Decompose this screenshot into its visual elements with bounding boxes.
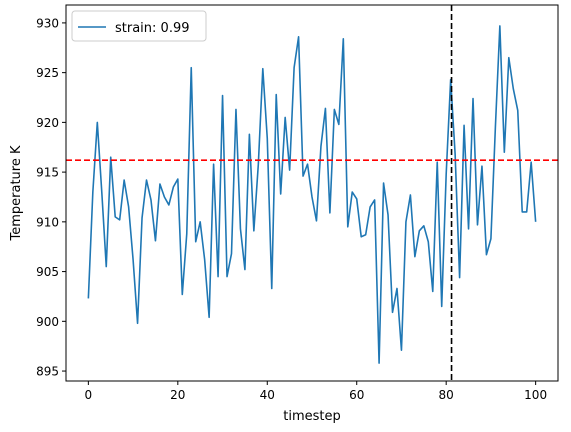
y-tick-label: 895 (36, 365, 59, 379)
x-axis-label: timestep (283, 409, 341, 424)
y-axis-ticks: 895 900 905 910 915 920 925 930 (36, 16, 66, 379)
x-tick-label: 40 (260, 388, 275, 402)
y-axis-label: Temperature K (9, 145, 24, 241)
x-tick-label: 20 (170, 388, 185, 402)
y-tick-label: 900 (36, 315, 59, 329)
legend-label: strain: 0.99 (115, 21, 190, 36)
y-tick-label: 905 (36, 265, 59, 279)
y-tick-label: 925 (36, 66, 59, 80)
x-tick-label: 60 (349, 388, 364, 402)
plot-frame (65, 4, 559, 382)
x-tick-label: 80 (439, 388, 454, 402)
legend-box (71, 10, 207, 42)
series-line-0 (87, 25, 537, 364)
x-axis-ticks: 0 20 40 60 80 100 (85, 381, 547, 402)
x-tick-label: 0 (85, 388, 93, 402)
y-tick-label: 915 (36, 166, 59, 180)
chart-marks (66, 5, 558, 381)
y-tick-label: 930 (36, 16, 59, 30)
x-tick-label: 100 (524, 388, 547, 402)
y-tick-label: 920 (36, 116, 59, 130)
legend: strain: 0.99 (71, 10, 207, 42)
y-tick-label: 910 (36, 215, 59, 229)
